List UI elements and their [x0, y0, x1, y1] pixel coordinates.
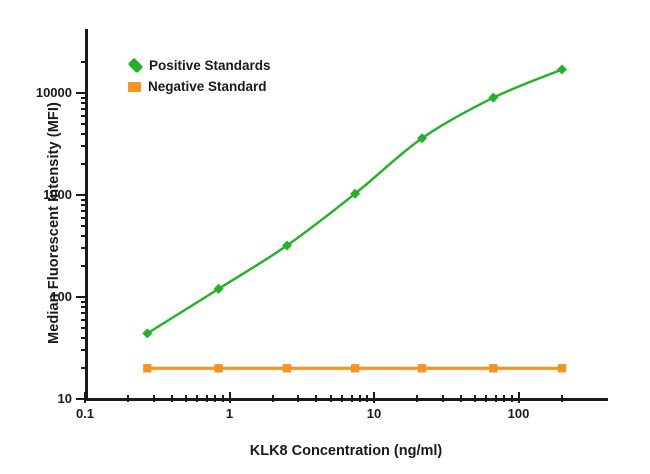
x-tick-minor [206, 395, 209, 402]
x-tick-minor [459, 395, 462, 402]
x-tick-minor [271, 395, 274, 402]
data-point [350, 188, 361, 199]
y-tick-minor [81, 209, 88, 212]
x-tick-major [373, 392, 375, 403]
series-negative-standard [143, 364, 567, 373]
y-tick-minor [81, 61, 88, 64]
legend-item-negative-standard[interactable]: Negative Standard [128, 76, 271, 97]
x-tick-label: 1 [225, 406, 234, 421]
x-tick-minor [503, 395, 506, 402]
square-marker-icon [128, 81, 141, 92]
y-tick-label: 100 [50, 289, 72, 304]
y-tick-minor [81, 198, 88, 201]
series-line [146, 68, 564, 335]
data-point [350, 364, 360, 373]
x-tick-major [517, 392, 520, 403]
x-tick-minor [185, 395, 187, 402]
x-tick-minor [340, 395, 343, 402]
x-tick-minor [366, 395, 369, 402]
y-tick-minor [81, 247, 88, 250]
x-tick-minor [350, 395, 353, 402]
y-tick-minor [81, 114, 88, 117]
y-tick-minor [81, 318, 88, 321]
data-point [213, 283, 224, 294]
y-tick-minor [81, 336, 88, 339]
y-tick-minor [81, 265, 88, 268]
diamond-marker-icon [127, 57, 144, 74]
y-tick-minor [81, 101, 88, 104]
y-tick-minor [81, 145, 88, 148]
x-tick-minor [474, 395, 476, 402]
chart-legend: Positive Standards Negative Standard [127, 55, 271, 97]
x-tick-minor [221, 395, 224, 402]
y-tick-minor [81, 203, 88, 206]
y-tick-label: 10 [57, 391, 72, 406]
y-tick-minor [81, 367, 88, 370]
y-tick-major [76, 92, 88, 94]
x-tick-minor [485, 395, 488, 402]
y-tick-minor [81, 300, 88, 303]
y-tick-label: 1000 [43, 187, 72, 202]
y-tick-minor [81, 305, 88, 308]
y-tick-minor [81, 349, 88, 352]
data-point [214, 364, 223, 373]
y-axis-line [85, 29, 88, 401]
y-tick-minor [81, 96, 88, 99]
x-tick-label: 0.1 [75, 406, 95, 421]
x-tick-minor [441, 395, 444, 402]
x-tick-minor [560, 395, 563, 402]
x-tick-major [228, 392, 231, 403]
x-axis-title: KLK8 Concentration (ng/ml) [249, 443, 443, 459]
x-tick-minor [196, 395, 199, 402]
legend-label: Negative Standard [148, 79, 267, 94]
x-tick-minor [510, 395, 513, 402]
x-tick-minor [152, 395, 155, 402]
data-point [489, 364, 498, 373]
x-tick-label: 100 [507, 406, 530, 421]
x-axis-line [84, 398, 608, 401]
y-tick-major [76, 194, 88, 196]
y-tick-minor [81, 163, 88, 166]
y-tick-minor [81, 216, 88, 219]
x-tick-minor [297, 395, 300, 402]
x-tick-minor [329, 395, 332, 402]
y-tick-minor [81, 326, 88, 329]
data-point [282, 240, 293, 251]
x-tick-minor [214, 395, 217, 402]
x-tick-minor [495, 395, 498, 402]
legend-label: Positive Standards [149, 58, 271, 73]
data-point [417, 364, 427, 373]
y-tick-minor [81, 132, 88, 135]
data-point [143, 364, 152, 373]
x-tick-minor [358, 395, 361, 402]
x-tick-minor [315, 395, 318, 402]
x-tick-major [84, 392, 86, 403]
y-tick-minor [81, 224, 88, 227]
y-tick-minor [81, 311, 88, 314]
x-tick-minor [416, 395, 419, 402]
x-tick-label: 10 [366, 406, 382, 421]
data-point [282, 364, 292, 373]
data-point [557, 364, 567, 373]
y-tick-minor [81, 234, 88, 237]
data-point [142, 328, 153, 339]
data-point [417, 133, 428, 144]
data-point [488, 92, 499, 103]
x-tick-minor [170, 395, 173, 402]
y-tick-minor [81, 122, 88, 125]
y-tick-minor [81, 107, 88, 110]
y-tick-major [76, 296, 88, 298]
series-positive-standards [142, 64, 567, 339]
legend-item-positive-standards[interactable]: Positive Standards [127, 55, 271, 76]
y-tick-label: 10000 [35, 85, 72, 100]
data-point [556, 64, 567, 75]
y-tick-major [76, 398, 88, 400]
x-tick-minor [127, 395, 130, 402]
